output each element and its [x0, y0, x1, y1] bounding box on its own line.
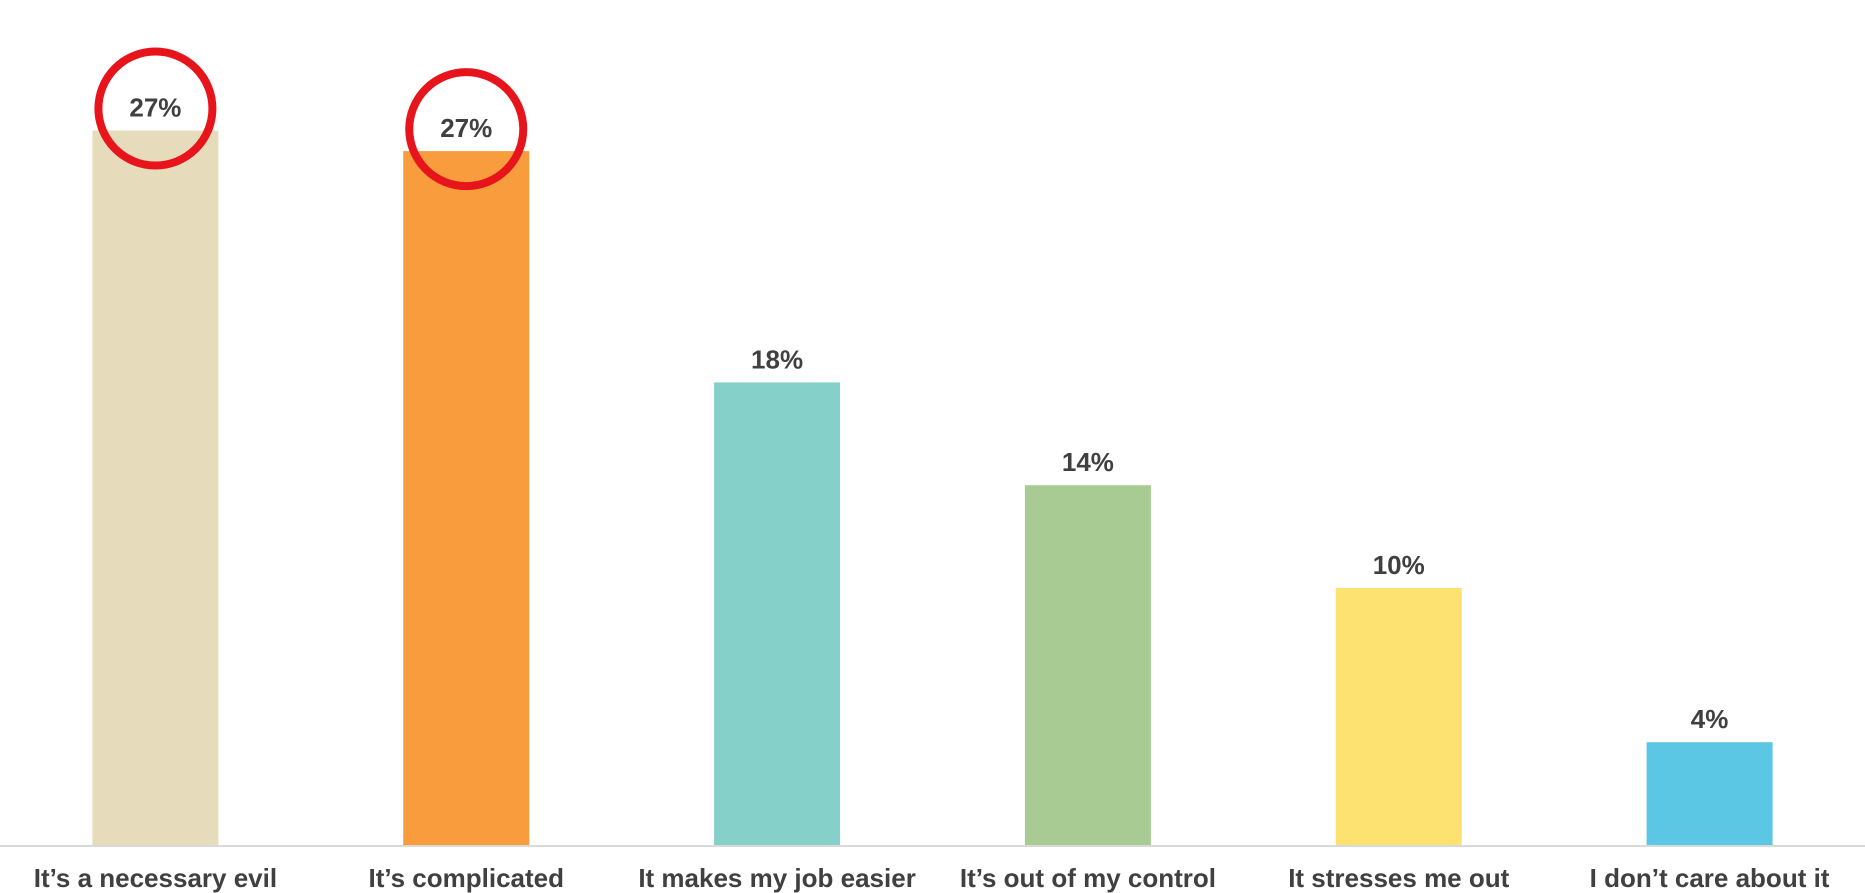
category-label-1: It’s a necessary evil: [34, 863, 277, 893]
category-labels-group: It’s a necessary evil It’s complicated It …: [34, 863, 1830, 893]
bar-2: [403, 151, 530, 846]
data-label-5: 10%: [1373, 550, 1425, 580]
category-label-4: It’s out of my control: [960, 863, 1216, 893]
data-label-2: 27%: [440, 113, 492, 143]
category-label-5: It stresses me out: [1288, 863, 1509, 893]
bar-3: [714, 382, 841, 845]
bar-4: [1024, 485, 1151, 845]
data-label-4: 14%: [1062, 447, 1114, 477]
bars-group: [92, 130, 1773, 846]
highlight-circle-2: [405, 68, 528, 191]
data-label-6: 4%: [1691, 704, 1729, 734]
bar-5: [1335, 588, 1462, 845]
category-label-6: I don’t care about it: [1590, 863, 1830, 893]
highlight-circles-group: [94, 47, 528, 191]
category-label-3: It makes my job easier: [638, 863, 915, 893]
category-label-2: It’s complicated: [368, 863, 564, 893]
data-label-1: 27%: [129, 93, 181, 123]
bar-1: [92, 130, 219, 846]
highlight-circle-1: [94, 47, 217, 170]
bar-6: [1646, 742, 1773, 845]
data-label-3: 18%: [751, 344, 803, 374]
data-labels-group: 27% 27% 18% 14% 10% 4%: [129, 93, 1728, 735]
